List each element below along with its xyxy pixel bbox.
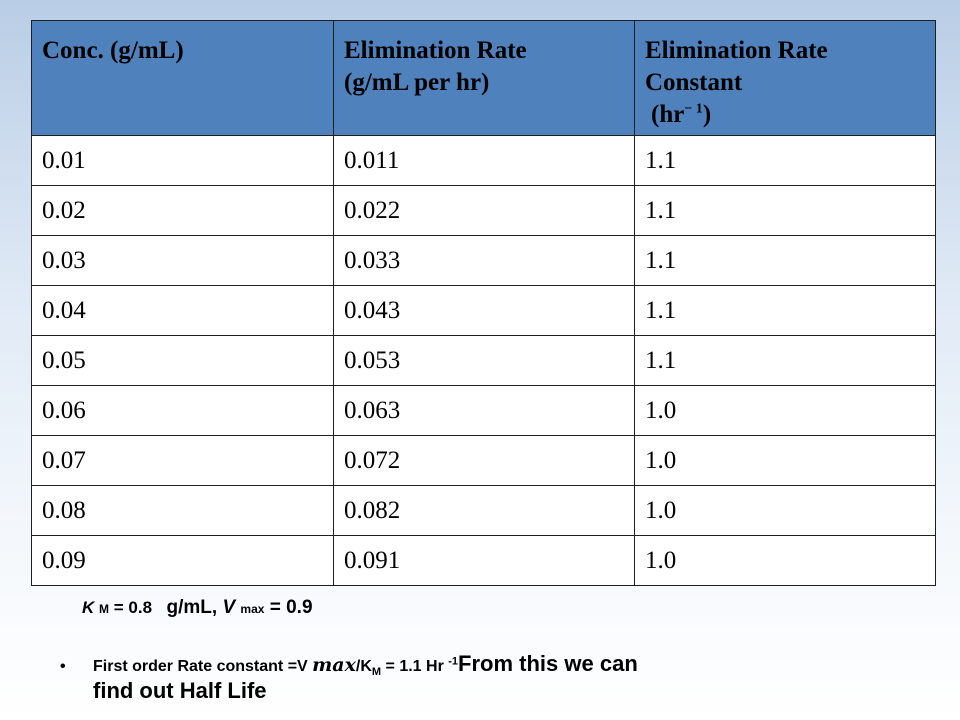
cell-conc: 0.08: [31, 485, 334, 536]
vmax-subscript: max: [240, 602, 265, 616]
cell-rate: 0.022: [333, 185, 635, 236]
cell-conc: 0.05: [31, 335, 334, 386]
table-row: 0.05 0.053 1.1: [31, 335, 936, 386]
header-constant-unit: (hr− 1): [645, 99, 925, 131]
km-subscript: M: [99, 602, 110, 616]
cell-conc: 0.09: [31, 535, 334, 586]
bullet-point: • First order Rate constant =V max/KM = …: [60, 652, 920, 706]
cell-conc: 0.07: [31, 435, 334, 486]
cell-rate: 0.053: [333, 335, 635, 386]
cell-constant: 1.1: [634, 335, 936, 386]
cell-rate: 0.011: [333, 135, 635, 186]
kinetic-parameters: K M = 0.8 g/mL, V max = 0.9: [82, 597, 313, 619]
cell-conc: 0.06: [31, 385, 334, 436]
bullet-part1: First order Rate constant =V: [93, 658, 308, 675]
table-row: 0.09 0.091 1.0: [31, 535, 936, 586]
header-conc: Conc. (g/mL): [31, 20, 334, 136]
table-row: 0.03 0.033 1.1: [31, 235, 936, 286]
cell-constant: 1.1: [634, 185, 936, 236]
bullet-part5: find out Half Life: [93, 678, 267, 703]
header-constant-line1: Elimination Rate: [645, 37, 828, 64]
table-row: 0.08 0.082 1.0: [31, 485, 936, 536]
elimination-table-container: Conc. (g/mL) Elimination Rate (g/mL per …: [31, 20, 936, 586]
cell-rate: 0.072: [333, 435, 635, 486]
bullet-sub: M: [371, 666, 382, 679]
bullet-dot-icon: •: [60, 658, 66, 675]
bullet-vmax: max: [312, 654, 356, 676]
cell-constant: 1.0: [634, 535, 936, 586]
cell-constant: 1.1: [634, 235, 936, 286]
cell-constant: 1.0: [634, 485, 936, 536]
cell-constant: 1.1: [634, 285, 936, 336]
cell-constant: 1.1: [634, 135, 936, 186]
elimination-table: Conc. (g/mL) Elimination Rate (g/mL per …: [31, 20, 936, 586]
header-conc-label: Conc. (g/mL): [42, 37, 184, 64]
bullet-sup: -1: [448, 655, 459, 668]
bullet-part2: /K: [355, 658, 372, 675]
cell-rate: 0.091: [333, 535, 635, 586]
cell-constant: 1.0: [634, 385, 936, 436]
table-row: 0.04 0.043 1.1: [31, 285, 936, 336]
header-elimination-rate: Elimination Rate (g/mL per hr): [333, 20, 635, 136]
bullet-text: First order Rate constant =V max/KM = 1.…: [93, 652, 920, 706]
vmax-parameter: g/mL, V max = 0.9: [167, 597, 313, 618]
bullet-part4: From this we can: [458, 651, 638, 676]
cell-rate: 0.082: [333, 485, 635, 536]
cell-conc: 0.04: [31, 285, 334, 336]
cell-rate: 0.033: [333, 235, 635, 286]
header-constant-unit-prefix: (hr: [651, 101, 685, 128]
cell-rate: 0.043: [333, 285, 635, 336]
header-elimination-rate-line1: Elimination Rate: [344, 37, 527, 64]
header-constant-unit-sup: − 1: [684, 101, 703, 117]
header-elimination-rate-line2: (g/mL per hr): [344, 69, 490, 96]
header-constant-unit-suffix: ): [702, 101, 712, 128]
vmax-value: = 0.9: [269, 597, 313, 618]
table-header-row: Conc. (g/mL) Elimination Rate (g/mL per …: [31, 20, 936, 136]
table-row: 0.06 0.063 1.0: [31, 385, 936, 436]
cell-rate: 0.063: [333, 385, 635, 436]
table-row: 0.02 0.022 1.1: [31, 185, 936, 236]
header-constant-line2: Constant: [645, 69, 743, 96]
km-symbol: K: [82, 598, 95, 617]
km-parameter: K M = 0.8: [82, 598, 152, 617]
header-elimination-rate-constant: Elimination Rate Constant (hr− 1): [634, 20, 936, 136]
table-row: 0.07 0.072 1.0: [31, 435, 936, 486]
km-unit: g/mL,: [166, 597, 218, 618]
km-value: = 0.8: [113, 598, 153, 617]
cell-conc: 0.03: [31, 235, 334, 286]
vmax-symbol: V: [222, 597, 236, 618]
bullet-part3: = 1.1 Hr: [385, 658, 444, 675]
table-row: 0.01 0.011 1.1: [31, 135, 936, 186]
cell-conc: 0.02: [31, 185, 334, 236]
cell-conc: 0.01: [31, 135, 334, 186]
cell-constant: 1.0: [634, 435, 936, 486]
